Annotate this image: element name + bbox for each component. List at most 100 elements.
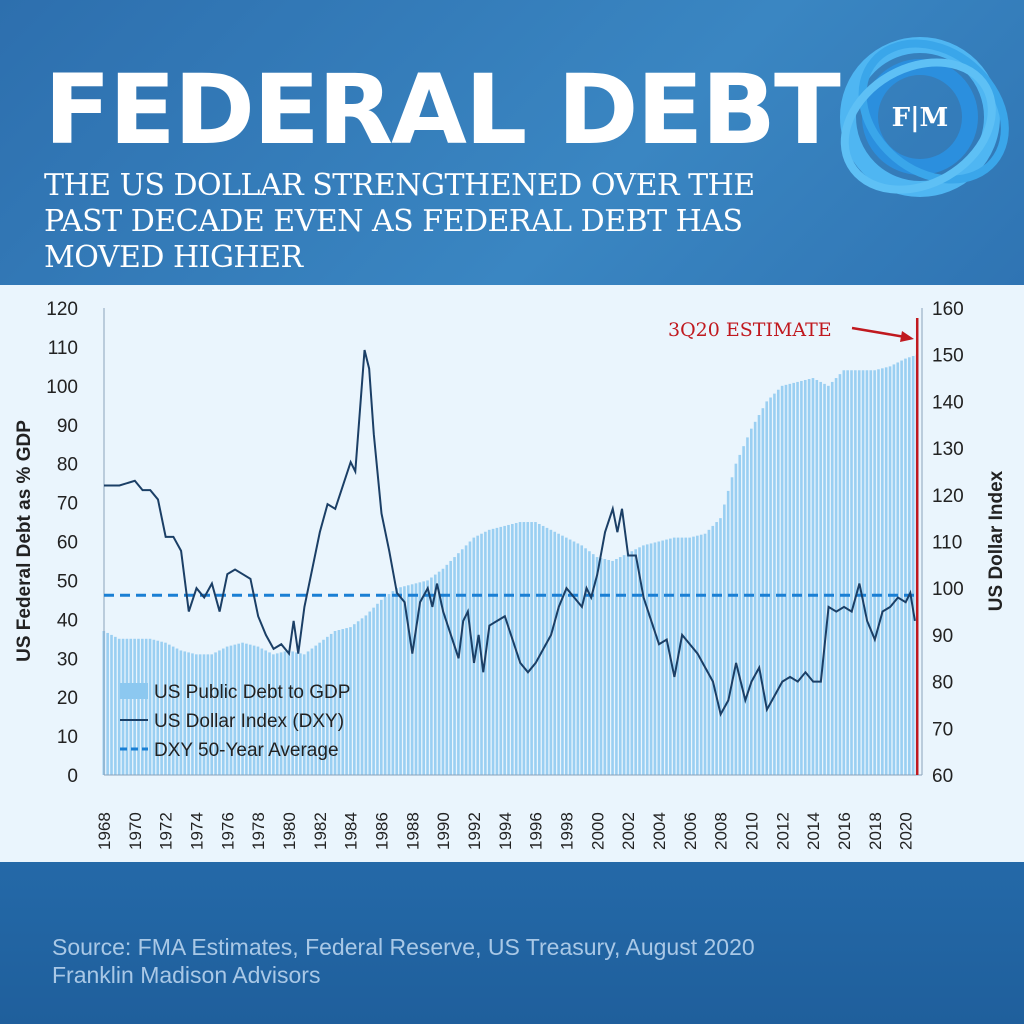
- debt-bar: [827, 385, 830, 775]
- debt-bar: [549, 529, 553, 775]
- debt-bar: [329, 633, 333, 775]
- x-tick-label: 2012: [773, 812, 792, 850]
- debt-bar: [707, 529, 711, 775]
- debt-bar: [406, 585, 410, 775]
- debt-bar: [160, 641, 163, 775]
- debt-bar: [121, 638, 125, 775]
- debt-bar: [723, 504, 726, 775]
- debt-bar: [133, 638, 136, 775]
- debt-bar: [129, 638, 133, 775]
- debt-bar: [861, 370, 865, 775]
- debt-bar: [715, 522, 718, 775]
- chart-panel: 0 10 20 30 40 50 60 70 80 90 100 110 120 60 70 80 90 100 1…: [0, 285, 1024, 862]
- debt-bar: [337, 630, 341, 775]
- debt-bar: [383, 596, 387, 775]
- y2-tick-label: 80: [932, 673, 953, 694]
- debt-bar: [703, 533, 707, 775]
- debt-bar: [857, 370, 861, 775]
- debt-bar: [476, 535, 479, 775]
- debt-bar: [433, 574, 437, 775]
- debt-bar: [730, 477, 734, 775]
- debt-bar: [148, 638, 152, 775]
- x-tick-label: 1980: [280, 812, 299, 850]
- debt-bar: [468, 541, 472, 775]
- y-tick-label: 60: [57, 533, 78, 554]
- debt-bar: [326, 636, 329, 775]
- debt-bar: [206, 654, 210, 775]
- debt-bar: [522, 522, 526, 775]
- debt-bar: [403, 586, 406, 775]
- debt-bar: [221, 648, 225, 775]
- legend-label: US Public Debt to GDP: [154, 682, 350, 703]
- debt-bar: [618, 557, 622, 775]
- y2-tick-label: 130: [932, 439, 964, 460]
- debt-bar: [572, 541, 576, 775]
- x-tick-label: 1968: [95, 812, 114, 850]
- debt-bar: [214, 652, 217, 775]
- debt-bar: [410, 584, 414, 775]
- debt-bar: [545, 527, 549, 775]
- debt-bar: [823, 383, 826, 775]
- y2-tick-label: 90: [932, 626, 953, 647]
- debt-bar: [156, 640, 160, 775]
- debt-bar: [144, 638, 148, 775]
- debt-bar: [611, 560, 614, 775]
- debt-bar: [248, 644, 252, 775]
- debt-bar: [900, 360, 903, 775]
- debt-bar: [198, 654, 202, 775]
- y2-tick-label: 70: [932, 719, 953, 740]
- x-tick-label: 2004: [650, 812, 669, 850]
- x-tick-label: 1978: [249, 812, 268, 850]
- debt-bar: [846, 370, 849, 775]
- y-tick-label: 70: [57, 494, 78, 515]
- y2-axis-title: US Dollar Index: [986, 470, 1007, 611]
- y-tick-label: 50: [57, 571, 78, 592]
- debt-bar: [665, 539, 668, 775]
- debt-bar: [164, 642, 167, 775]
- debt-bar: [256, 646, 260, 775]
- debt-bar: [692, 536, 695, 775]
- y-tick-label: 40: [57, 610, 78, 631]
- debt-bar: [784, 384, 788, 775]
- y2-tick-label: 110: [932, 533, 962, 554]
- debt-bar: [376, 603, 379, 775]
- debt-bar: [237, 643, 240, 775]
- debt-bar: [584, 548, 587, 775]
- debt-bar: [110, 634, 113, 775]
- debt-bar: [576, 543, 580, 775]
- debt-bar: [634, 549, 637, 775]
- debt-bar: [719, 518, 722, 775]
- debt-bar: [850, 370, 853, 775]
- debt-bar: [341, 629, 345, 775]
- y-axis-title: US Federal Debt as % GDP: [14, 420, 35, 662]
- debt-bar: [283, 651, 287, 775]
- debt-bar: [141, 638, 144, 775]
- debt-bar: [503, 525, 506, 775]
- debt-bar: [333, 631, 337, 775]
- debt-bar: [869, 370, 873, 775]
- debt-bar: [873, 370, 876, 775]
- debt-bar: [430, 577, 433, 775]
- x-tick-label: 2000: [588, 812, 607, 850]
- debt-bar: [904, 358, 907, 775]
- debt-bar: [661, 540, 664, 775]
- debt-bar: [603, 559, 607, 775]
- debt-bar: [457, 553, 460, 775]
- debt-bar: [622, 555, 626, 775]
- debt-bar: [495, 527, 499, 775]
- debt-bar: [877, 369, 880, 775]
- debt-bar: [499, 526, 503, 775]
- debt-bar: [742, 446, 745, 775]
- debt-bar: [788, 383, 792, 775]
- debt-bar: [811, 378, 815, 775]
- debt-bar: [302, 654, 306, 775]
- debt-bar: [750, 428, 753, 775]
- debt-bar: [780, 385, 784, 775]
- debt-bar: [295, 652, 298, 775]
- company-name: Franklin Madison Advisors: [52, 962, 321, 988]
- debt-bar: [453, 557, 456, 775]
- debt-bar: [399, 587, 402, 775]
- debt-bar: [553, 531, 557, 775]
- debt-bar: [688, 537, 691, 775]
- debt-bar: [607, 559, 610, 775]
